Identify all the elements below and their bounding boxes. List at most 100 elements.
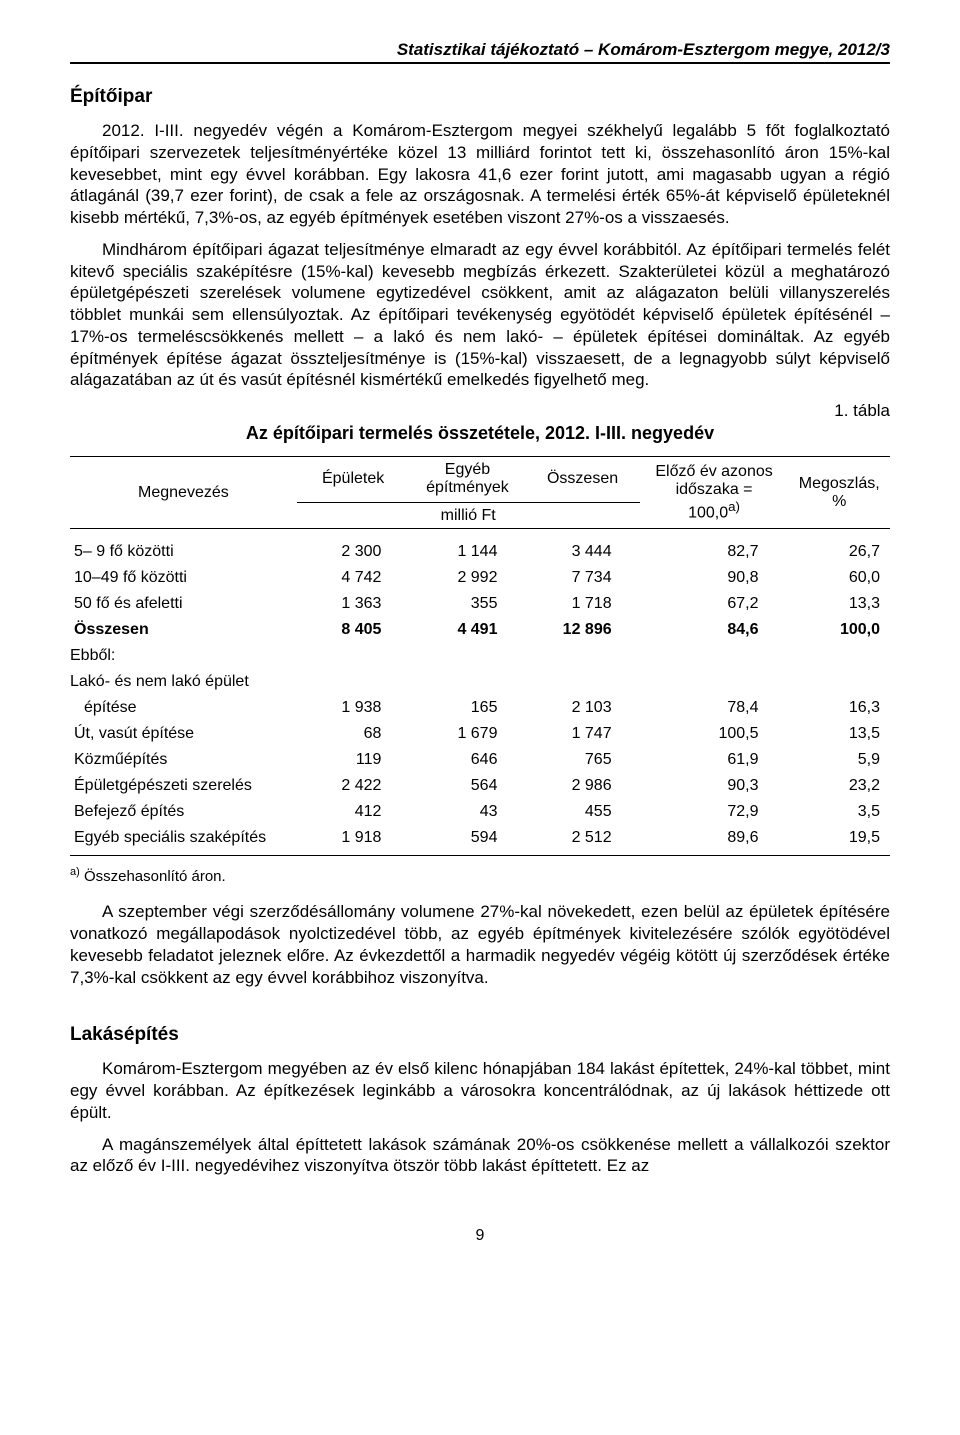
paragraph: 2012. I-III. negyedév végén a Komárom-Es…	[70, 120, 890, 229]
section-title-construction: Építőipar	[70, 86, 890, 108]
cell-name: Befejező építés	[70, 799, 297, 825]
table-row: Közműépítés11964676561,95,9	[70, 747, 890, 773]
table-row: 50 fő és afeletti1 3633551 71867,213,3	[70, 591, 890, 617]
cell-name: építése	[70, 695, 297, 721]
cell: 60,0	[788, 565, 890, 591]
cell: 67,2	[640, 591, 789, 617]
cell: 43	[409, 799, 525, 825]
th-epuletek: Épületek	[297, 457, 410, 503]
cell: 355	[409, 591, 525, 617]
cell: 1 144	[409, 529, 525, 566]
table-footnote: a) Összehasonlító áron.	[70, 866, 890, 885]
page-number: 9	[70, 1227, 890, 1245]
footnote-text: Összehasonlító áron.	[80, 868, 226, 885]
cell: 7 734	[525, 565, 639, 591]
paragraph: Komárom-Esztergom megyében az év első ki…	[70, 1058, 890, 1123]
th-sup: a)	[728, 499, 740, 514]
cell: 165	[409, 695, 525, 721]
cell: 8 405	[297, 617, 410, 643]
table-row: Ebből:	[70, 643, 890, 669]
cell: 412	[297, 799, 410, 825]
th-osszesen: Összesen	[525, 457, 639, 503]
table-row: Egyéb speciális szaképítés1 9185942 5128…	[70, 825, 890, 856]
cell: 1 918	[297, 825, 410, 856]
paragraph: A szeptember végi szerződésállomány volu…	[70, 901, 890, 988]
footnote-sup: a)	[70, 866, 80, 878]
cell-name: Közműépítés	[70, 747, 297, 773]
cell: 119	[297, 747, 410, 773]
cell-name: Épületgépészeti szerelés	[70, 773, 297, 799]
table-row: Összesen8 4054 49112 89684,6100,0	[70, 617, 890, 643]
table-row: Épületgépészeti szerelés2 4225642 98690,…	[70, 773, 890, 799]
cell: 72,9	[640, 799, 789, 825]
table-row: 10–49 fő közötti4 7422 9927 73490,860,0	[70, 565, 890, 591]
cell: 78,4	[640, 695, 789, 721]
paragraph: A magánszemélyek által építtetett lakáso…	[70, 1134, 890, 1178]
cell: 1 938	[297, 695, 410, 721]
cell: 89,6	[640, 825, 789, 856]
paragraph: Mindhárom építőipari ágazat teljesítmény…	[70, 239, 890, 391]
cell-name: Lakó- és nem lakó épület	[70, 669, 297, 695]
cell: 1 363	[297, 591, 410, 617]
cell: 646	[409, 747, 525, 773]
th-text: építmények	[426, 479, 509, 496]
page-container: Statisztikai tájékoztató – Komárom-Eszte…	[0, 0, 960, 1435]
cell-name: Összesen	[70, 617, 297, 643]
cell-name: Egyéb speciális szaképítés	[70, 825, 297, 856]
th-megoszlas: Megoszlás, %	[788, 457, 890, 529]
cell-name: 50 fő és afeletti	[70, 591, 297, 617]
cell: 12 896	[525, 617, 639, 643]
cell: 594	[409, 825, 525, 856]
cell: 13,3	[788, 591, 890, 617]
th-text: Előző év azonos	[655, 463, 772, 480]
cell: 84,6	[640, 617, 789, 643]
cell: 26,7	[788, 529, 890, 566]
cell: 5,9	[788, 747, 890, 773]
th-egyeb: Egyéb építmények	[409, 457, 525, 503]
table-row: 5– 9 fő közötti2 3001 1443 44482,726,7	[70, 529, 890, 566]
cell-name: Ebből:	[70, 643, 297, 669]
cell: 2 986	[525, 773, 639, 799]
cell: 564	[409, 773, 525, 799]
table-row: Befejező építés4124345572,93,5	[70, 799, 890, 825]
cell: 2 300	[297, 529, 410, 566]
table-label: 1. tábla	[70, 401, 890, 421]
cell: 1 679	[409, 721, 525, 747]
cell: 2 992	[409, 565, 525, 591]
section-title-housing: Lakásépítés	[70, 1024, 890, 1046]
cell: 16,3	[788, 695, 890, 721]
th-text: Egyéb	[445, 461, 490, 478]
th-text: időszaka =	[676, 481, 753, 498]
cell: 2 512	[525, 825, 639, 856]
cell: 100,0	[788, 617, 890, 643]
cell: 23,2	[788, 773, 890, 799]
cell: 68	[297, 721, 410, 747]
cell: 19,5	[788, 825, 890, 856]
cell: 2 422	[297, 773, 410, 799]
cell: 90,3	[640, 773, 789, 799]
cell-name: 5– 9 fő közötti	[70, 529, 297, 566]
cell: 3,5	[788, 799, 890, 825]
table-row: Lakó- és nem lakó épület	[70, 669, 890, 695]
cell: 1 747	[525, 721, 639, 747]
cell: 4 491	[409, 617, 525, 643]
cell: 13,5	[788, 721, 890, 747]
cell: 90,8	[640, 565, 789, 591]
cell-name: Út, vasút építése	[70, 721, 297, 747]
table-row: Út, vasút építése681 6791 747100,513,5	[70, 721, 890, 747]
cell: 61,9	[640, 747, 789, 773]
table-title: Az építőipari termelés összetétele, 2012…	[70, 423, 890, 444]
cell: 3 444	[525, 529, 639, 566]
cell: 100,5	[640, 721, 789, 747]
cell: 2 103	[525, 695, 639, 721]
th-prev-year: Előző év azonos időszaka = 100,0a)	[640, 457, 789, 529]
cell: 765	[525, 747, 639, 773]
th-name: Megnevezés	[70, 457, 297, 529]
data-table: Megnevezés Épületek Egyéb építmények Öss…	[70, 456, 890, 856]
cell: 82,7	[640, 529, 789, 566]
cell: 1 718	[525, 591, 639, 617]
page-header: Statisztikai tájékoztató – Komárom-Eszte…	[70, 40, 890, 64]
table-row: építése1 9381652 10378,416,3	[70, 695, 890, 721]
cell: 4 742	[297, 565, 410, 591]
cell-name: 10–49 fő közötti	[70, 565, 297, 591]
